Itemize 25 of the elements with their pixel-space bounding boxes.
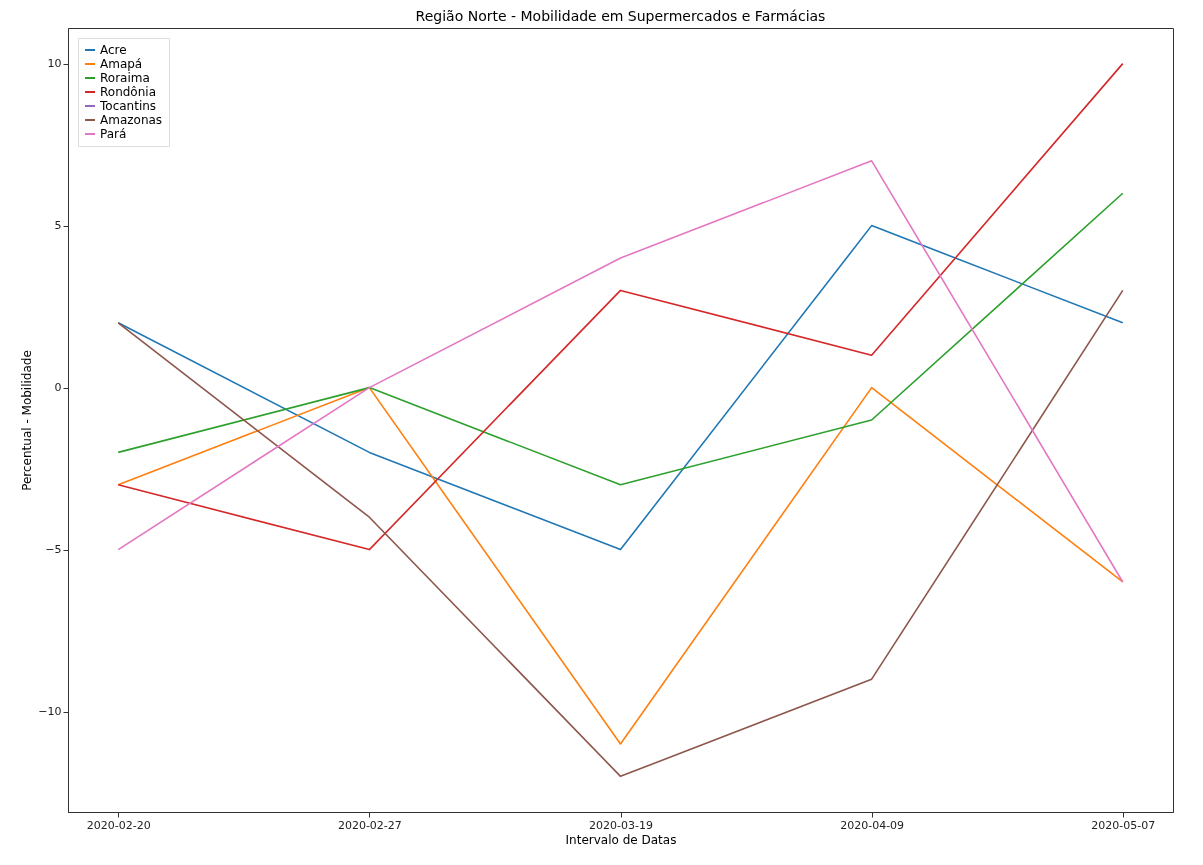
line-series [117,192,1124,486]
legend-label: Pará [100,127,127,141]
x-tick-label: 2020-04-09 [840,818,905,832]
legend-label: Amapá [100,57,143,71]
y-tick-label: 5 [54,219,62,233]
x-tick-label: 2020-02-27 [337,818,402,832]
legend-label: Roraima [100,71,150,85]
legend-label: Tocantins [99,99,157,113]
x-tick-label: 2020-02-20 [86,818,151,832]
legend-label: Amazonas [100,113,163,127]
y-tick-label: −5 [45,543,62,557]
x-tick-label: 2020-03-19 [589,818,653,832]
line-series [117,289,1124,778]
chart-title: Região Norte - Mobilidade em Supermercados e Farmácias [415,8,826,24]
legend-label: Acre [100,43,127,57]
y-tick-label: 0 [54,381,62,395]
line-series [117,224,1124,551]
x-axis-title: Intervalo de Datas [565,832,677,847]
y-tick-label: 10 [47,57,62,71]
x-tick-label: 2020-05-07 [1091,818,1156,832]
line-series [117,386,1124,745]
line-series [117,160,1124,583]
y-axis-title: Percentual - Mobilidade [20,350,35,491]
y-tick-label: −10 [38,705,62,719]
legend-label: Rondônia [100,85,156,99]
